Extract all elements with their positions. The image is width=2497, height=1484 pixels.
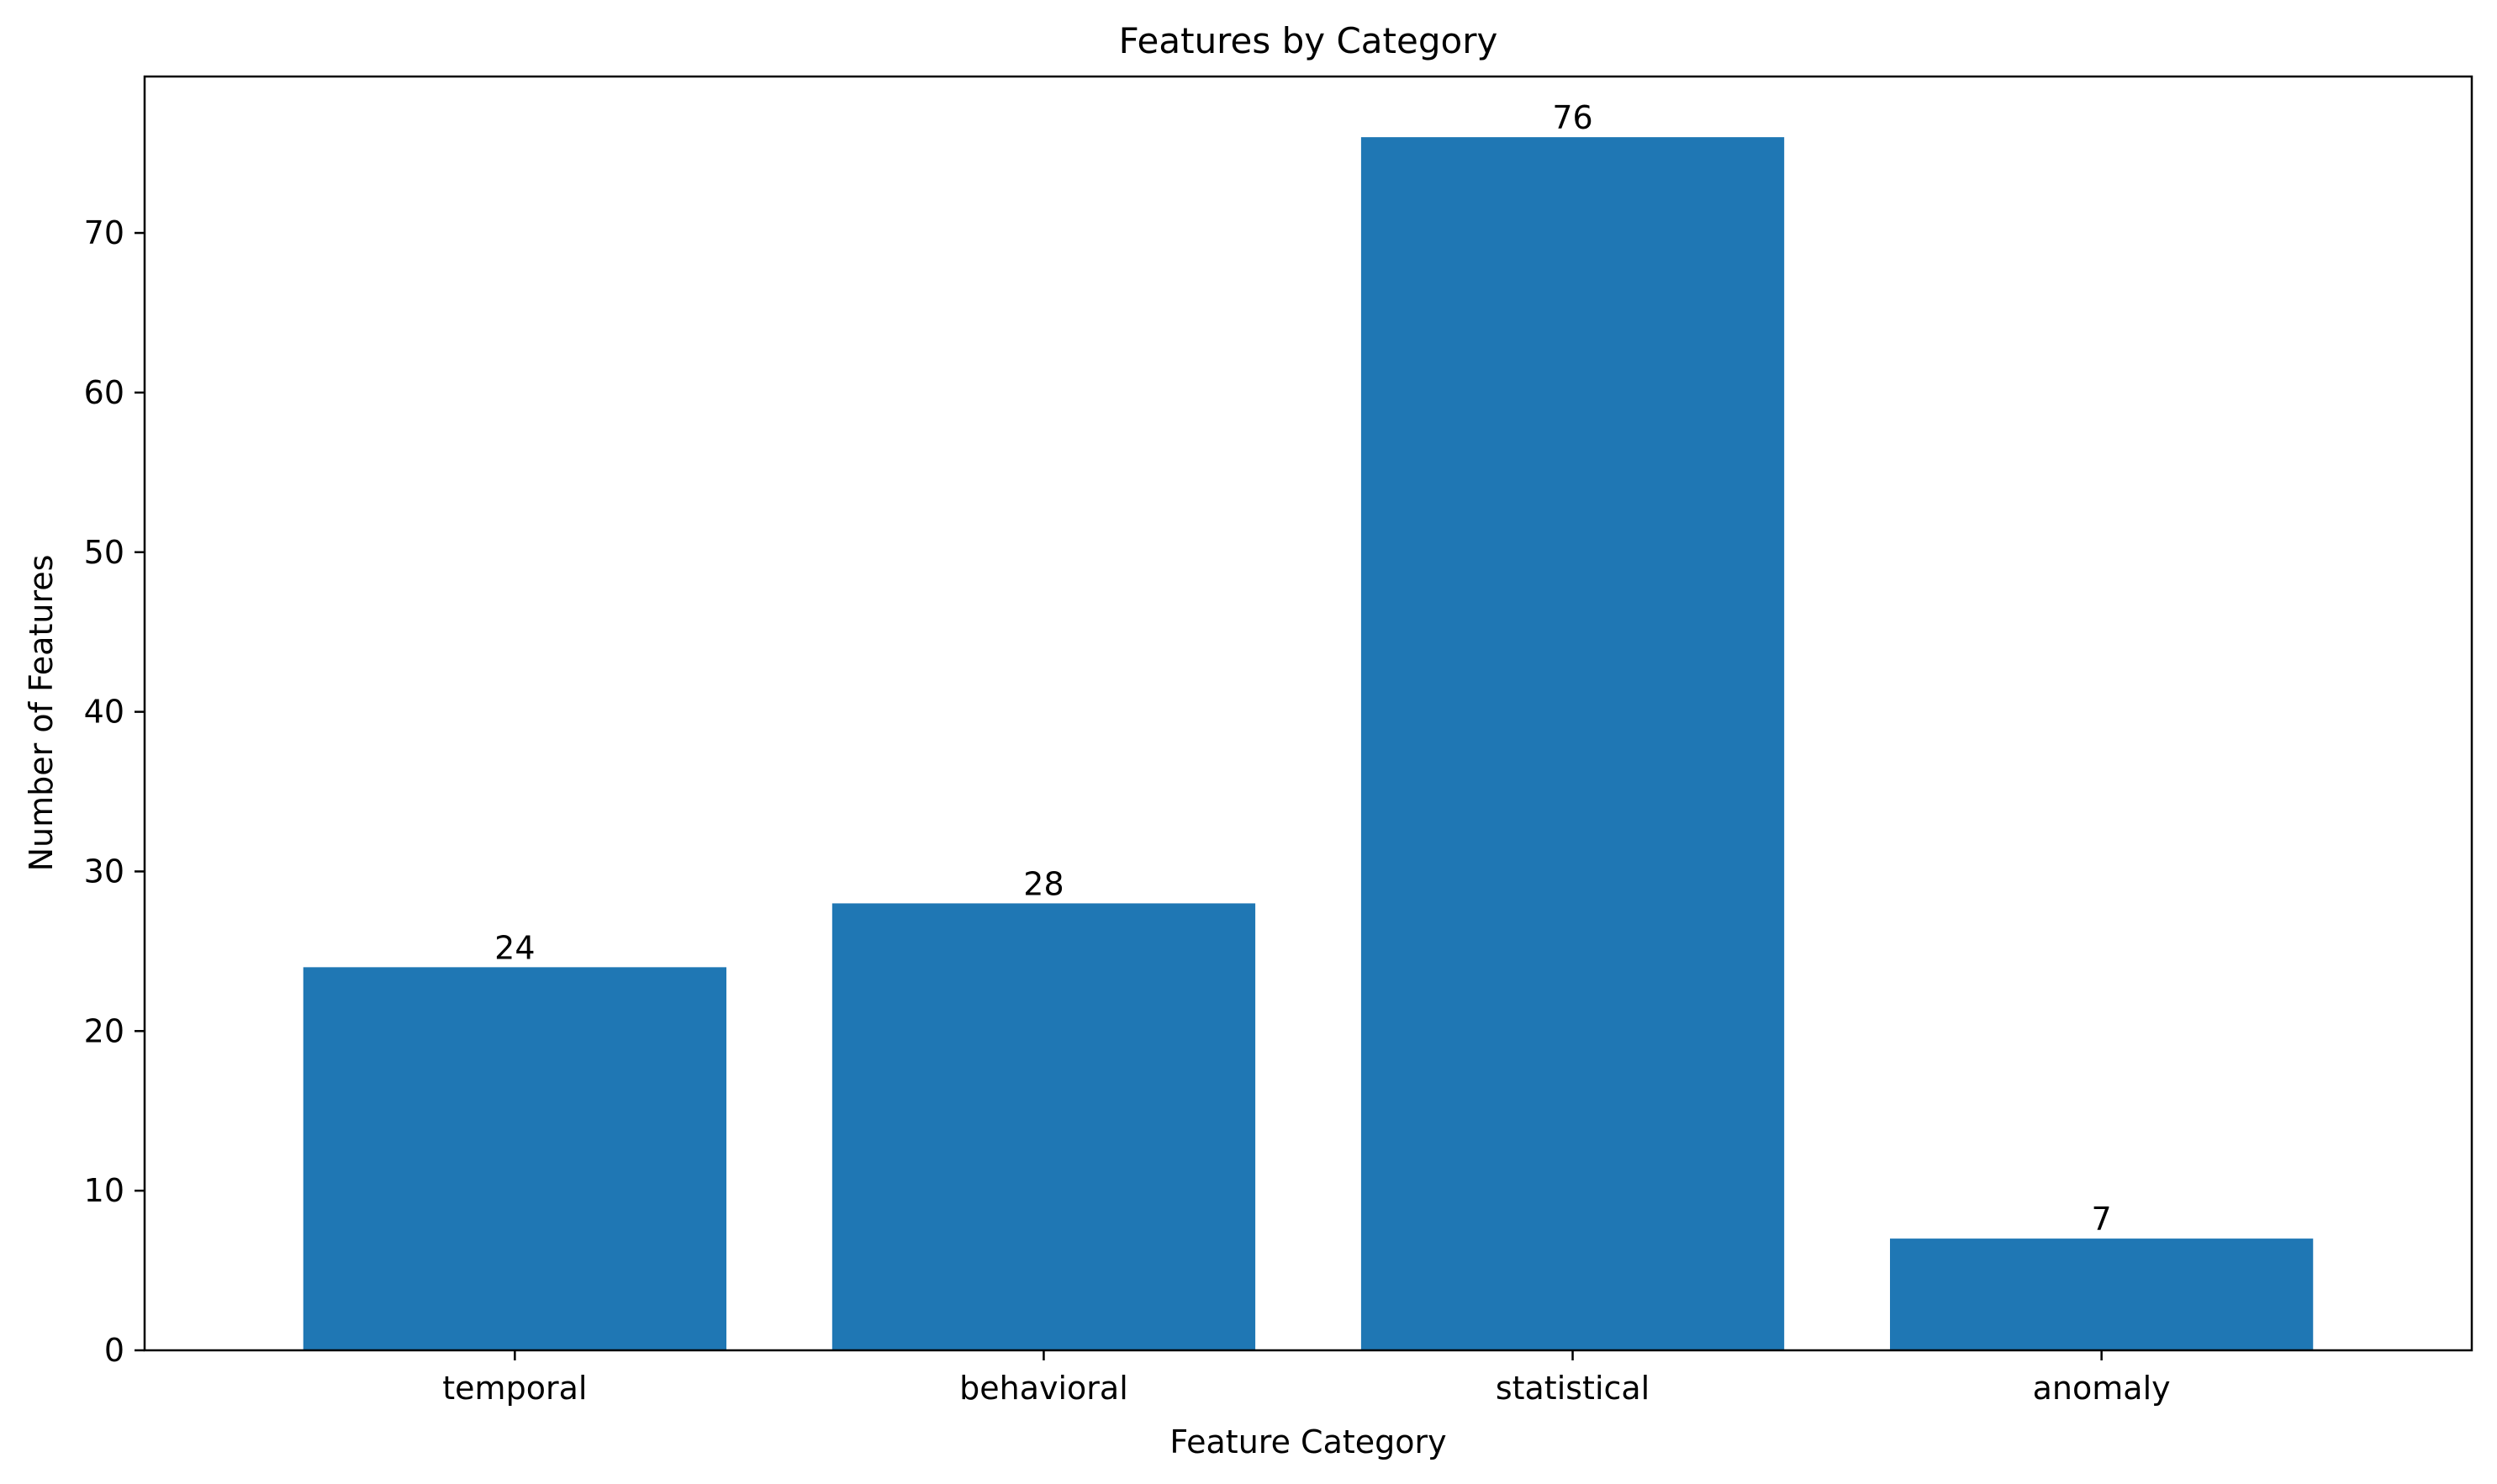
y-tick-label: 20 <box>84 1012 124 1049</box>
bar-behavioral <box>831 903 1256 1350</box>
x-tick-label-anomaly: anomaly <box>2033 1370 2171 1407</box>
bars <box>303 137 2314 1351</box>
x-tick-label-statistical: statistical <box>1496 1370 1650 1407</box>
value-label-anomaly: 7 <box>2092 1201 2112 1238</box>
value-label-statistical: 76 <box>1552 99 1592 136</box>
bar-anomaly <box>1890 1238 2314 1350</box>
y-tick-label: 30 <box>84 853 124 890</box>
y-tick-label: 0 <box>104 1332 124 1369</box>
y-tick-label: 40 <box>84 694 124 731</box>
x-axis: temporal behavioral statistical anomaly <box>442 1350 2171 1407</box>
value-labels: 24 28 76 7 <box>494 99 2112 1238</box>
y-tick-label: 70 <box>84 214 124 251</box>
x-tick-label-behavioral: behavioral <box>959 1370 1128 1407</box>
x-axis-label: Feature Category <box>1169 1423 1446 1460</box>
bar-statistical <box>1360 137 1785 1351</box>
y-axis: 0 10 20 30 40 50 60 70 <box>84 214 145 1369</box>
bar-temporal <box>303 967 726 1350</box>
chart-title: Features by Category <box>1119 20 1498 61</box>
y-tick-label: 50 <box>84 534 124 571</box>
y-axis-label: Number of Features <box>23 555 60 872</box>
plot-frame <box>143 75 2473 1352</box>
y-tick-label: 10 <box>84 1172 124 1209</box>
x-tick-label-temporal: temporal <box>442 1370 587 1407</box>
y-tick-label: 60 <box>84 374 124 411</box>
value-label-behavioral: 28 <box>1023 865 1064 902</box>
value-label-temporal: 24 <box>494 929 535 966</box>
